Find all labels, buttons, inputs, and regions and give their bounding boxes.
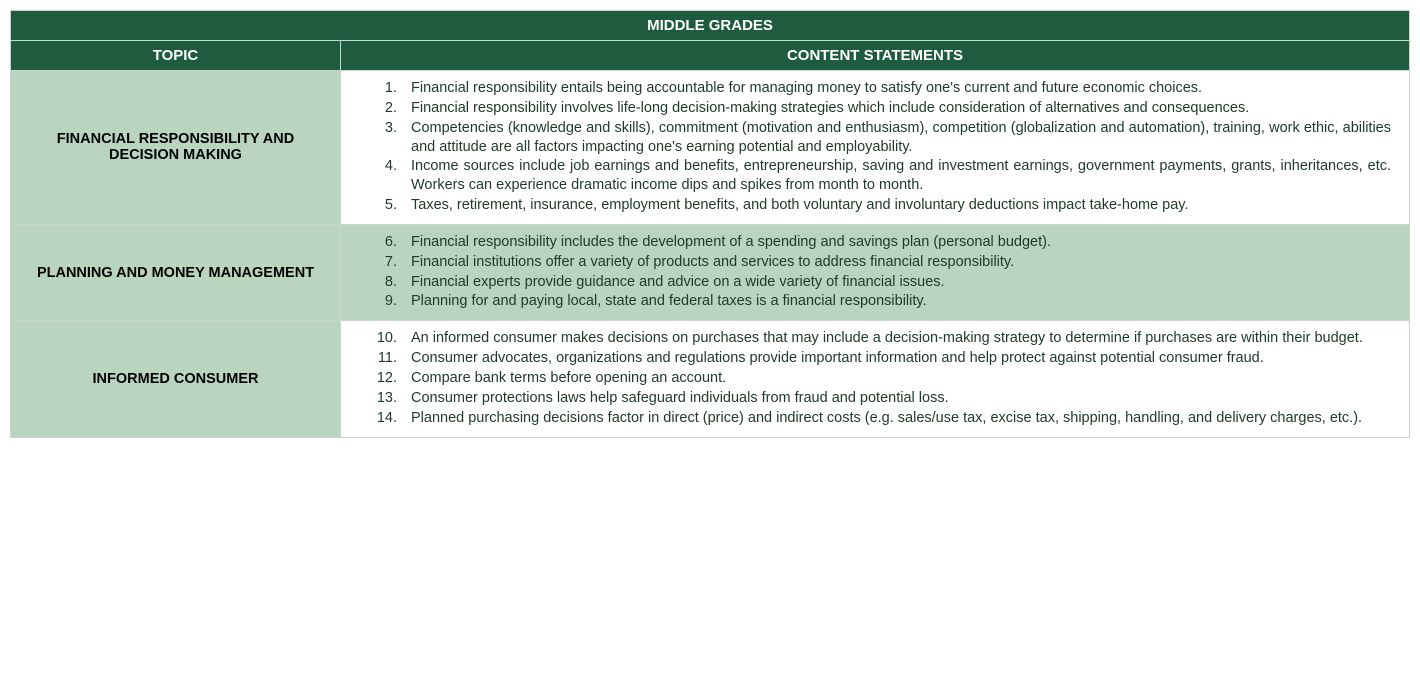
list-item: Financial responsibility includes the de… — [401, 233, 1391, 253]
list-item: Financial responsibility entails being a… — [401, 79, 1391, 99]
col-header-content: CONTENT STATEMENTS — [341, 41, 1410, 71]
list-item: An informed consumer makes decisions on … — [401, 329, 1391, 349]
topic-cell-informed-consumer: INFORMED CONSUMER — [11, 321, 341, 437]
list-item: Planning for and paying local, state and… — [401, 292, 1391, 312]
content-list: Financial responsibility includes the de… — [347, 233, 1391, 312]
table-row: FINANCIAL RESPONSIBILITY AND DECISION MA… — [11, 71, 1410, 225]
table-row: PLANNING AND MONEY MANAGEMENT Financial … — [11, 224, 1410, 320]
topic-cell-financial-responsibility: FINANCIAL RESPONSIBILITY AND DECISION MA… — [11, 71, 341, 225]
standards-table: MIDDLE GRADES TOPIC CONTENT STATEMENTS F… — [10, 10, 1410, 438]
col-header-topic: TOPIC — [11, 41, 341, 71]
list-item: Consumer protections laws help safeguard… — [401, 389, 1391, 409]
list-item: Planned purchasing decisions factor in d… — [401, 409, 1391, 429]
content-list: An informed consumer makes decisions on … — [347, 329, 1391, 428]
table-title: MIDDLE GRADES — [11, 11, 1410, 41]
table-row: INFORMED CONSUMER An informed consumer m… — [11, 321, 1410, 437]
list-item: Competencies (knowledge and skills), com… — [401, 119, 1391, 158]
content-list: Financial responsibility entails being a… — [347, 79, 1391, 216]
list-item: Compare bank terms before opening an acc… — [401, 369, 1391, 389]
list-item: Financial responsibility involves life-l… — [401, 99, 1391, 119]
list-item: Income sources include job earnings and … — [401, 157, 1391, 196]
content-cell: Financial responsibility includes the de… — [341, 224, 1410, 320]
list-item: Taxes, retirement, insurance, employment… — [401, 196, 1391, 216]
list-item: Financial experts provide guidance and a… — [401, 273, 1391, 293]
content-cell: Financial responsibility entails being a… — [341, 71, 1410, 225]
list-item: Consumer advocates, organizations and re… — [401, 349, 1391, 369]
list-item: Financial institutions offer a variety o… — [401, 253, 1391, 273]
topic-cell-planning-money: PLANNING AND MONEY MANAGEMENT — [11, 224, 341, 320]
content-cell: An informed consumer makes decisions on … — [341, 321, 1410, 437]
